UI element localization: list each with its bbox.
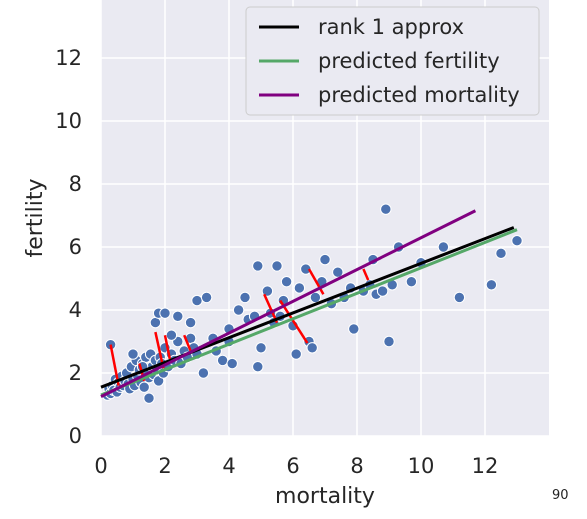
data-point: [271, 260, 283, 272]
x-tick-label: 2: [158, 454, 171, 478]
residual-segment: [263, 293, 279, 324]
predicted-fertility-line: [100, 228, 518, 397]
x-tick-label: 4: [222, 454, 235, 478]
legend-box: [245, 6, 540, 116]
residual-segment: [279, 299, 309, 344]
x-tick-label: 10: [408, 454, 435, 478]
data-point: [306, 342, 318, 354]
data-point: [138, 381, 150, 393]
y-tick-label: 4: [69, 298, 82, 322]
data-point: [300, 263, 312, 275]
x-tick-label: 12: [472, 454, 499, 478]
legend-label: rank 1 approx: [318, 15, 464, 39]
data-point: [495, 247, 507, 260]
data-point: [252, 260, 264, 272]
page-number: 90: [552, 488, 569, 503]
residual-segment: [183, 334, 192, 352]
residual-segment: [163, 334, 172, 360]
y-tick-label: 6: [69, 235, 82, 259]
y-tick-label: 0: [69, 424, 82, 448]
data-point: [191, 294, 203, 307]
data-point: [376, 285, 389, 297]
x-axis-label: mortality: [275, 484, 375, 509]
data-point: [127, 348, 139, 360]
data-point: [172, 310, 184, 322]
data-point: [290, 348, 302, 360]
predicted-mortality-line: [100, 209, 477, 398]
data-point: [261, 285, 274, 297]
data-point: [184, 316, 197, 329]
residual-segment: [307, 268, 325, 295]
data-point: [319, 253, 331, 266]
data-point: [216, 354, 229, 367]
data-point: [159, 307, 171, 319]
data-point: [149, 316, 162, 329]
data-point: [197, 367, 210, 379]
legend-label: predicted fertility: [318, 49, 500, 73]
data-point: [280, 275, 293, 288]
residual-segment: [362, 268, 370, 281]
residual-segment: [109, 344, 120, 386]
data-point: [200, 291, 213, 304]
data-point: [255, 342, 267, 354]
data-point: [332, 266, 344, 278]
legend-label: predicted mortality: [318, 83, 520, 107]
data-point: [511, 235, 523, 247]
ticks-layer: 0 2 4 6 8 10 12 0 2 4 6 8 10 12: [55, 46, 498, 478]
data-point: [485, 279, 498, 291]
lines-layer: [100, 209, 518, 398]
x-tick-label: 8: [350, 454, 363, 478]
data-point: [383, 335, 395, 348]
rank1-line: [100, 226, 515, 389]
y-tick-label: 2: [69, 361, 82, 385]
data-point: [293, 282, 306, 294]
data-point: [405, 275, 418, 288]
data-point: [252, 361, 264, 373]
y-tick-label: 10: [55, 109, 82, 133]
y-axis-label: fertility: [23, 179, 48, 258]
data-point: [309, 291, 322, 304]
x-tick-label: 0: [94, 454, 107, 478]
x-tick-label: 6: [286, 454, 299, 478]
y-tick-label: 12: [55, 46, 82, 70]
data-point: [437, 241, 450, 253]
data-point: [380, 203, 392, 215]
data-point: [348, 323, 360, 335]
data-point: [165, 329, 178, 341]
data-point: [453, 291, 466, 304]
data-point: [232, 304, 245, 316]
data-point: [226, 357, 238, 370]
data-point: [239, 291, 251, 304]
y-tick-label: 8: [69, 172, 82, 196]
data-point: [143, 392, 155, 404]
legend: rank 1 approx predicted fertility predicte…: [245, 6, 540, 116]
